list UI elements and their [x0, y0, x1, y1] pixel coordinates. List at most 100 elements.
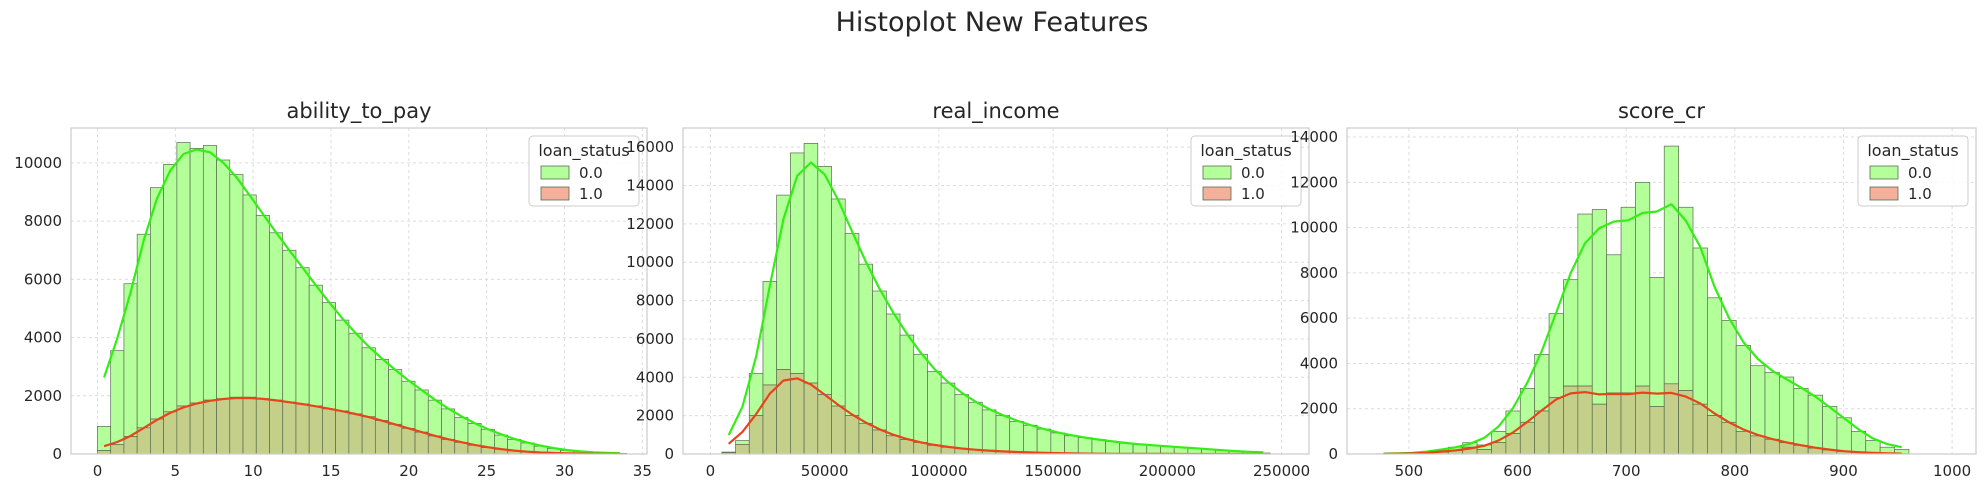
y-tick-label: 2000	[1300, 400, 1338, 418]
bar-overlap	[202, 399, 217, 454]
plot-frame	[1346, 127, 1977, 455]
bar-0.0	[844, 233, 860, 416]
y-tick-label: 6000	[1300, 309, 1338, 327]
legend-title: loan_status	[1867, 141, 1958, 161]
bar-0.0	[748, 373, 764, 416]
bar-overlap	[1476, 449, 1492, 454]
bar-0.0	[1577, 213, 1593, 387]
bar-0.0	[1620, 206, 1636, 394]
panels: ability_to_pay 0 5 10 15 20 25 30 35 0 2000 4000 600…	[14, 99, 1977, 480]
bar-0.0	[940, 382, 956, 448]
bar-0.0	[1764, 372, 1780, 440]
legend-label: 0.0	[579, 164, 603, 182]
bars	[1375, 145, 1910, 454]
bar-overlap	[150, 418, 164, 454]
bar-overlap	[872, 429, 887, 454]
bar-0.0	[1119, 442, 1134, 454]
bar-0.0	[1850, 431, 1867, 453]
x-tick-label: 1000	[1933, 462, 1971, 480]
bar-0.0	[1105, 441, 1120, 454]
bar-0.0	[1009, 421, 1024, 453]
y-tick-label: 0	[664, 445, 674, 463]
bar-0.0	[1865, 440, 1881, 454]
density-lines	[1383, 203, 1902, 454]
bar-overlap	[1635, 385, 1651, 454]
bar-overlap	[1692, 403, 1708, 454]
bar-overlap	[817, 394, 832, 454]
bar-0.0	[454, 417, 469, 443]
legend-label: 1.0	[1908, 185, 1932, 203]
bar-overlap	[1548, 397, 1564, 454]
bar-overlap	[885, 435, 901, 454]
bar-overlap	[803, 382, 819, 454]
bar-0.0	[1692, 247, 1708, 405]
bar-overlap	[374, 420, 389, 454]
density-line-0.0	[103, 148, 621, 454]
bar-overlap	[229, 396, 244, 454]
bar-overlap	[1750, 435, 1766, 454]
legend-title: loan_status	[538, 141, 629, 161]
bar-0.0	[790, 152, 805, 374]
bar-0.0	[762, 281, 778, 386]
bar-0.0	[269, 232, 284, 401]
bar-0.0	[255, 214, 270, 400]
bar-overlap	[441, 439, 456, 454]
bar-0.0	[189, 148, 204, 404]
bar-0.0	[1779, 376, 1795, 444]
bar-0.0	[110, 350, 125, 446]
bar-overlap	[348, 413, 363, 454]
bar-overlap	[1534, 410, 1550, 454]
bar-0.0	[899, 334, 915, 440]
bar-0.0	[1750, 365, 1766, 437]
bar-overlap	[790, 373, 805, 454]
bar-0.0	[981, 409, 997, 452]
y-tick-label: 4000	[636, 368, 674, 386]
bar-0.0	[163, 164, 178, 413]
bar-0.0	[335, 319, 350, 412]
bar-overlap	[110, 444, 125, 454]
bars	[97, 142, 628, 454]
bar-0.0	[441, 408, 456, 440]
y-tick-label: 12000	[626, 215, 674, 233]
bar-0.0	[1649, 277, 1665, 407]
legend-label: 1.0	[1241, 185, 1265, 203]
plot-frame	[70, 127, 648, 455]
bar-0.0	[1663, 145, 1679, 385]
bars	[721, 142, 1271, 454]
bar-overlap	[776, 369, 791, 454]
bar-0.0	[1735, 344, 1751, 432]
legend-label: 0.0	[1908, 164, 1932, 182]
bar-0.0	[176, 142, 191, 407]
x-tick-label: 250000	[1253, 462, 1310, 480]
legend-swatch-1.0	[1869, 186, 1899, 201]
bar-0.0	[927, 371, 942, 446]
x-tick-label: 800	[1721, 462, 1750, 480]
density-line-1.0	[1383, 391, 1902, 454]
panel-ability_to_pay: ability_to_pay 0 5 10 15 20 25 30 35 0 2000 4000 600…	[14, 99, 652, 480]
legend-label: 0.0	[1241, 164, 1265, 182]
bar-0.0	[1077, 437, 1093, 454]
y-tick-label: 6000	[636, 330, 674, 348]
density-line-0.0	[1383, 203, 1902, 454]
bar-0.0	[1064, 435, 1079, 454]
bar-0.0	[817, 166, 832, 395]
bar-0.0	[361, 347, 376, 418]
bar-0.0	[388, 369, 403, 425]
bar-overlap	[831, 405, 846, 454]
x-tick-label: 100000	[910, 462, 967, 480]
x-tick-label: 700	[1612, 462, 1641, 480]
density-line-0.0	[727, 161, 1264, 454]
y-tick-label: 10000	[14, 154, 62, 172]
bar-overlap	[189, 402, 204, 454]
bar-0.0	[229, 174, 244, 398]
bar-overlap	[216, 398, 231, 454]
y-tick-label: 4000	[24, 329, 62, 347]
bar-0.0	[282, 249, 297, 403]
bar-overlap	[427, 435, 442, 454]
bar-overlap	[308, 405, 323, 454]
bar-0.0	[735, 440, 750, 445]
x-tick-label: 15	[321, 462, 340, 480]
bar-0.0	[295, 267, 310, 405]
bar-0.0	[995, 415, 1011, 452]
